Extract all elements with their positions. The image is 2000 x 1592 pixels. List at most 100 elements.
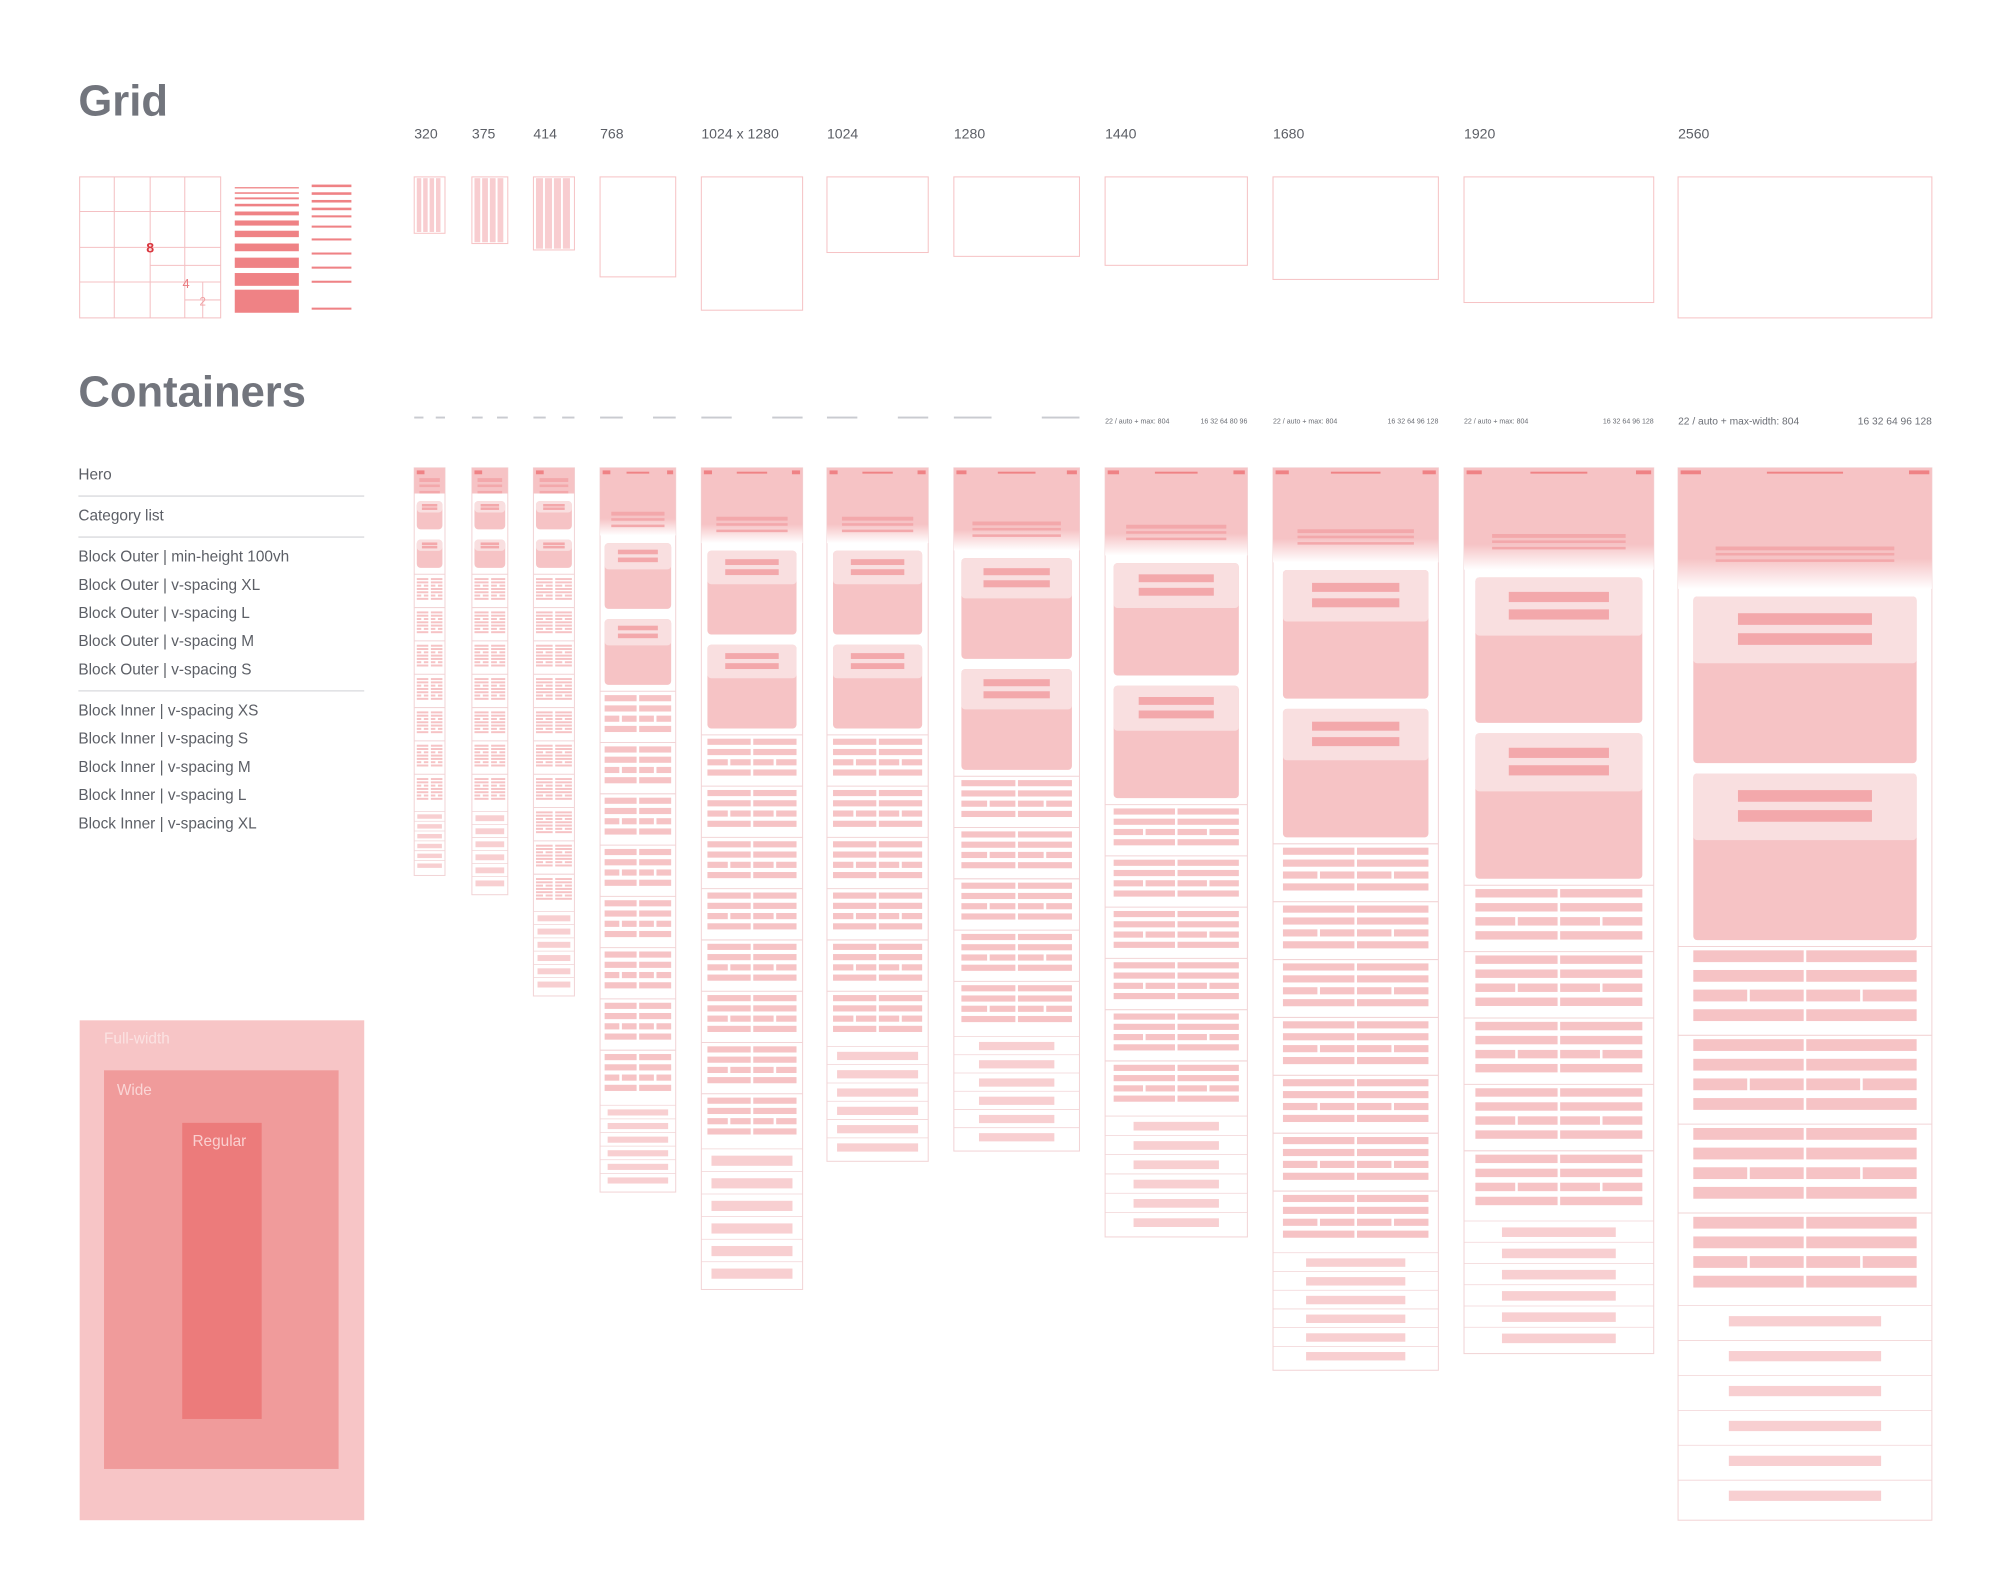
spacing-spec: 16 32 64 96 128 <box>1858 416 1932 427</box>
content-bar <box>482 684 489 687</box>
content-bar <box>639 869 654 876</box>
footer-bar <box>607 1136 669 1143</box>
content-bar <box>1177 982 1207 989</box>
content-bar <box>1749 1078 1804 1091</box>
content-bar <box>474 761 481 764</box>
footer-bar <box>607 1109 669 1116</box>
hero-text <box>1126 531 1227 534</box>
stripe <box>311 184 352 188</box>
content-bar <box>1177 1034 1207 1041</box>
content-bar <box>491 764 506 767</box>
content-bar <box>639 920 654 927</box>
content-bar <box>423 618 429 620</box>
content-bar <box>491 727 497 730</box>
content-bar <box>555 714 572 717</box>
content-bar <box>535 664 553 667</box>
content-bar <box>1177 818 1239 825</box>
footer-bar <box>1501 1333 1616 1344</box>
content-bar <box>535 827 544 830</box>
content-bar <box>961 851 988 859</box>
card-title <box>421 504 438 507</box>
content-bar <box>1017 892 1072 900</box>
content-bar <box>753 943 797 950</box>
content-bar <box>564 651 572 654</box>
hero <box>600 467 676 536</box>
grid-column <box>535 178 544 249</box>
content-bar <box>535 594 544 597</box>
content-bar <box>604 920 620 927</box>
content-bar <box>753 851 797 858</box>
footer-bar <box>417 843 442 849</box>
content-bar <box>416 744 429 747</box>
hero <box>1464 467 1654 570</box>
content-bar <box>1145 880 1175 887</box>
content-bar <box>1693 1039 1804 1051</box>
content-bar <box>1017 780 1072 787</box>
content-bar <box>604 879 637 886</box>
content-bar <box>564 594 572 597</box>
content-bar <box>1282 1218 1318 1226</box>
content-bar <box>1113 931 1144 938</box>
footer-bar <box>1306 1352 1406 1361</box>
content-bar <box>474 721 489 724</box>
list-item: Block Inner | v-spacing XS <box>78 702 258 719</box>
content-bar <box>776 759 797 766</box>
content-bar <box>1475 969 1558 978</box>
nav-mark <box>602 470 611 475</box>
card-top <box>416 501 443 513</box>
content-bar <box>1356 1194 1429 1203</box>
content-bar <box>555 751 563 754</box>
content-bar <box>621 869 637 876</box>
content-bar <box>639 971 654 979</box>
content-bar <box>855 759 877 766</box>
content-bar <box>639 807 672 815</box>
footer-bar <box>1133 1121 1219 1131</box>
content-bar <box>430 757 443 760</box>
content-bar <box>1113 962 1175 969</box>
content-bar <box>535 584 544 587</box>
grid-number: 8 <box>146 239 154 255</box>
content-bar <box>1356 1056 1429 1065</box>
list-item: Block Outer | v-spacing L <box>78 605 250 622</box>
hero-text <box>841 523 914 526</box>
content-bar <box>1806 989 1861 1002</box>
content-bar <box>555 791 572 794</box>
content-bar <box>989 954 1016 961</box>
content-bar <box>753 759 774 766</box>
content-bar <box>901 810 923 817</box>
content-bar <box>499 627 506 630</box>
content-bar <box>555 787 572 790</box>
content-bar <box>555 817 563 820</box>
content-bar <box>901 964 923 971</box>
content-bar <box>604 1033 637 1040</box>
spec-placeholder <box>471 416 483 419</box>
content-bar <box>491 684 497 687</box>
content-bar <box>961 954 988 961</box>
content-bar <box>1282 1137 1355 1145</box>
nav-mark <box>997 471 1036 474</box>
stripe <box>311 207 352 211</box>
content-bar <box>564 727 572 730</box>
content-bar <box>1560 1182 1600 1192</box>
card-title <box>421 542 438 546</box>
content-bar <box>491 578 506 581</box>
content-bar <box>491 618 497 620</box>
content-bar <box>555 731 572 734</box>
container-frame <box>471 467 509 896</box>
content-bar <box>1177 808 1239 815</box>
content-bar <box>437 627 443 630</box>
content-bar <box>491 757 506 760</box>
stripe <box>234 203 299 207</box>
content-bar <box>1602 983 1643 992</box>
content-bar <box>1017 913 1072 920</box>
hero-text <box>1126 524 1227 529</box>
content-bar <box>535 618 544 620</box>
hero-text <box>1715 559 1895 562</box>
content-bar <box>1517 1049 1558 1059</box>
content-bar <box>604 807 637 815</box>
content-bar <box>730 913 751 920</box>
content-bar <box>639 828 672 835</box>
content-bar <box>423 761 429 764</box>
content-bar <box>416 621 429 624</box>
content-bar <box>1113 1075 1175 1082</box>
